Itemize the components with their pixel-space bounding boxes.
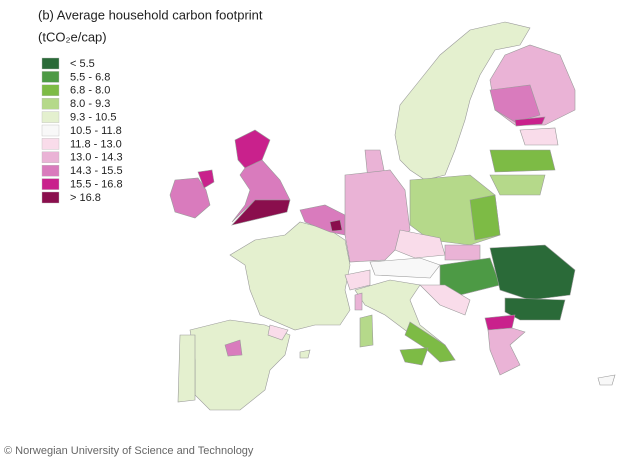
legend-swatch	[41, 111, 60, 123]
legend-swatch	[41, 57, 60, 70]
legend-label: 8.0 - 9.3	[70, 98, 110, 110]
region	[484, 314, 516, 331]
map-title: (b) Average household carbon footprint	[38, 7, 263, 22]
legend-label: 10.5 - 11.8	[70, 125, 122, 137]
legend-label: 15.5 - 16.8	[70, 179, 123, 191]
region	[487, 327, 526, 376]
region	[519, 127, 559, 146]
region	[359, 314, 374, 348]
region	[354, 292, 363, 311]
legend-label: 5.5 - 6.8	[70, 71, 110, 83]
region	[224, 339, 243, 357]
region	[299, 349, 311, 359]
region	[444, 244, 481, 261]
region	[504, 297, 566, 321]
region	[229, 221, 351, 331]
legend-swatch	[41, 138, 60, 150]
legend-swatch	[41, 84, 60, 97]
region	[267, 324, 289, 341]
region	[489, 149, 556, 173]
region	[419, 284, 471, 316]
region	[169, 177, 211, 219]
legend-swatch	[41, 97, 60, 110]
region	[469, 194, 501, 241]
legend-label: 13.0 - 14.3	[70, 152, 123, 164]
region	[369, 257, 441, 279]
legend-swatch	[41, 151, 60, 164]
region	[344, 269, 371, 291]
region	[489, 174, 546, 196]
legend-label: 6.8 - 8.0	[70, 85, 110, 97]
legend-swatch	[41, 71, 60, 83]
region	[197, 169, 215, 189]
region	[399, 347, 429, 366]
region	[394, 229, 446, 259]
legend-label: 11.8 - 13.0	[70, 138, 122, 150]
region	[231, 199, 291, 226]
map	[169, 21, 616, 411]
legend-swatch	[41, 191, 60, 204]
legend-unit: (tCO₂e/cap)	[38, 29, 107, 44]
region	[177, 334, 196, 403]
region	[514, 116, 546, 127]
region	[231, 159, 291, 223]
credit: © Norwegian University of Science and Te…	[4, 445, 254, 457]
region	[394, 21, 531, 181]
legend-label: < 5.5	[70, 58, 95, 70]
legend-label: 9.3 - 10.5	[70, 112, 116, 124]
legend-swatch	[41, 124, 60, 137]
legend: < 5.55.5 - 6.8 6.8 - 8.08.0 - 9.3 9.3 - 10…	[41, 57, 123, 204]
region	[329, 219, 343, 232]
region	[439, 257, 501, 296]
region	[597, 374, 616, 386]
region	[404, 321, 456, 363]
legend-swatch	[41, 164, 60, 177]
legend-label: 14.3 - 15.5	[70, 165, 123, 177]
legend-label: > 16.8	[70, 192, 101, 204]
region	[489, 244, 576, 301]
legend-swatch	[41, 178, 60, 190]
region	[344, 169, 411, 263]
